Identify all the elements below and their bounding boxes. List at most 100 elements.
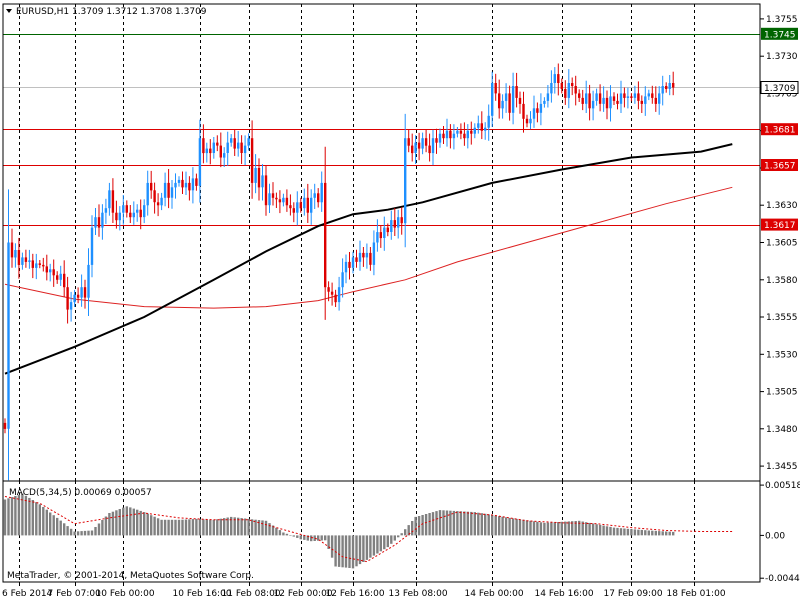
candle-body: [111, 190, 115, 213]
candle-body: [174, 182, 177, 188]
macd-bar: [484, 513, 487, 536]
candle-body: [605, 97, 609, 109]
candle-body: [404, 138, 407, 224]
candle-body: [355, 257, 358, 262]
time-tick-label: 17 Feb 09:00: [604, 589, 663, 599]
price-label-text: 1.3745: [764, 30, 796, 40]
candle-body: [226, 142, 229, 153]
macd-bar: [254, 519, 257, 536]
macd-bar: [619, 528, 623, 536]
candle-body: [76, 294, 80, 298]
macd-bar: [585, 522, 588, 536]
candle-body: [271, 193, 275, 198]
macd-bar: [560, 521, 563, 536]
time-tick-label: 14 Feb 00:00: [465, 589, 524, 599]
candle-body: [452, 133, 456, 139]
candle-body: [414, 142, 417, 153]
candle-body: [473, 127, 476, 134]
candle-body: [122, 205, 125, 213]
candle-body: [195, 178, 198, 186]
candle-body: [626, 96, 630, 98]
macd-bar: [417, 516, 421, 536]
candle-body: [417, 142, 421, 149]
macd-bar: [623, 528, 626, 536]
price-tick-label: 1.3530: [766, 350, 798, 360]
candle-body: [351, 257, 355, 268]
candle-body: [407, 138, 410, 146]
price-label-text: 1.3709: [764, 84, 796, 94]
candle-body: [230, 138, 233, 143]
macd-bar: [66, 526, 69, 536]
macd-bar: [404, 529, 407, 536]
price-tick-label: 1.3755: [766, 15, 798, 25]
candle-body: [306, 197, 309, 213]
candle-body: [191, 178, 195, 191]
candle-body: [369, 252, 372, 265]
time-tick-label: 7 Feb 07:00: [48, 589, 102, 599]
candle-body: [445, 130, 449, 139]
candle-body: [313, 193, 316, 198]
macd-bar: [355, 535, 358, 567]
candle-body: [654, 97, 657, 104]
candle-body: [612, 96, 616, 101]
candle-body: [640, 100, 643, 104]
candle-body: [334, 294, 337, 303]
macd-bar: [143, 512, 146, 536]
macd-bar: [362, 535, 365, 562]
candle-body: [421, 138, 424, 149]
macd-bar: [651, 530, 654, 536]
macd-bar: [21, 493, 24, 536]
candle-body: [609, 96, 612, 109]
candle-body: [108, 190, 111, 209]
candle-body: [104, 208, 108, 213]
macd-bar: [491, 515, 494, 536]
price-tick-label: 1.3580: [766, 276, 798, 286]
macd-bar: [550, 522, 553, 536]
candle-body: [633, 93, 637, 98]
macd-bar: [407, 525, 410, 536]
macd-bar: [118, 509, 121, 536]
macd-bar: [14, 496, 17, 536]
macd-bar: [132, 508, 135, 536]
macd-bar: [574, 521, 577, 536]
macd-bar: [83, 530, 87, 536]
candle-body: [574, 86, 577, 94]
candles: [3, 63, 675, 481]
macd-bar: [602, 525, 605, 536]
candle-body: [118, 212, 121, 221]
macd-bar: [292, 535, 295, 537]
time-tick-label: 10 Feb 16:00: [173, 589, 232, 599]
candle-body: [250, 138, 254, 183]
candle-body: [289, 205, 292, 209]
candle-body: [532, 108, 536, 119]
candle-body: [564, 89, 567, 98]
candle-body: [344, 261, 348, 273]
macd-label: MACD(5,34,5) 0.00069 0.00057: [9, 488, 152, 498]
candle-body: [438, 133, 442, 143]
macd-tick-label: 0.00518: [765, 481, 800, 491]
candle-body: [292, 208, 295, 213]
candle-body: [630, 96, 633, 98]
macd-bar: [188, 519, 191, 536]
macd-bar: [591, 523, 595, 536]
macd-bar: [310, 535, 313, 542]
candle-body: [668, 83, 671, 89]
macd-bar: [647, 530, 650, 536]
candle-body: [101, 212, 104, 228]
macd-bar: [104, 516, 108, 536]
macd-bar: [390, 535, 393, 544]
candle-body: [619, 93, 623, 104]
macd-bar: [17, 494, 21, 536]
macd-bar: [184, 519, 188, 536]
symbol-header: EURUSD,H1 1.3709 1.3712 1.3708 1.3709: [16, 7, 207, 17]
candle-body: [494, 83, 497, 94]
macd-bar: [424, 514, 428, 536]
macd-bar: [393, 535, 396, 541]
macd-bar: [80, 531, 83, 536]
macd-bar: [431, 512, 435, 536]
candle-body: [598, 93, 602, 104]
macd-bar: [136, 509, 139, 536]
dropdown-triangle-icon[interactable]: [6, 9, 12, 13]
macd-bar: [63, 523, 66, 536]
